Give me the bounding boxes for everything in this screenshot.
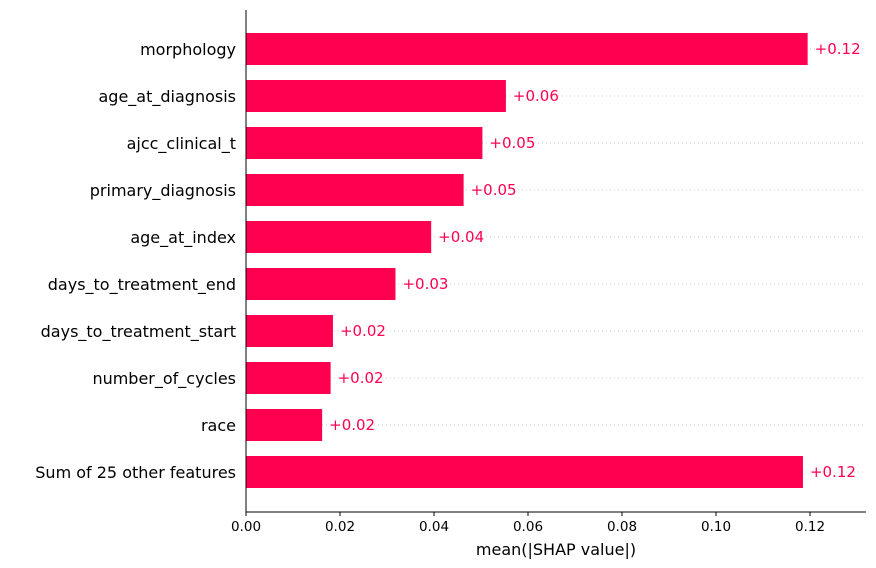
- value-label: +0.05: [471, 181, 517, 199]
- bar: [246, 315, 333, 347]
- x-tick-label: 0.02: [325, 519, 355, 535]
- value-label: +0.02: [338, 369, 384, 387]
- value-label: +0.02: [329, 416, 375, 434]
- value-label: +0.06: [513, 87, 559, 105]
- bar: [246, 80, 506, 112]
- bar: [246, 174, 464, 206]
- category-label: ajcc_clinical_t: [127, 134, 236, 154]
- x-ticks: 0.00 0.02 0.04 0.06 0.08 0.10 0.12: [231, 512, 825, 535]
- bar: [246, 33, 808, 65]
- bar: [246, 127, 483, 159]
- value-label: +0.04: [438, 228, 484, 246]
- value-labels: +0.12 +0.06 +0.05 +0.05 +0.04 +0.03 +0.02 +0.02…: [329, 40, 860, 481]
- bar: [246, 221, 432, 253]
- x-tick-label: 0.04: [419, 519, 449, 535]
- x-tick-label: 0.00: [231, 519, 261, 535]
- category-label: race: [201, 416, 236, 435]
- bar: [246, 362, 331, 394]
- category-label: Sum of 25 other features: [35, 463, 236, 482]
- bar: [246, 456, 803, 488]
- x-tick-label: 0.12: [795, 519, 825, 535]
- value-label: +0.12: [815, 40, 861, 58]
- row-guide-lines: [246, 48, 866, 473]
- category-label: number_of_cycles: [92, 369, 236, 389]
- value-label: +0.12: [810, 463, 856, 481]
- x-tick-label: 0.06: [513, 519, 543, 535]
- category-labels: morphology age_at_diagnosis ajcc_clinical_…: [35, 40, 236, 482]
- category-label: days_to_treatment_start: [41, 322, 236, 342]
- category-label: primary_diagnosis: [90, 181, 236, 201]
- category-label: age_at_index: [130, 228, 236, 248]
- x-tick-label: 0.10: [701, 519, 731, 535]
- bar: [246, 409, 323, 441]
- x-axis-title: mean(|SHAP value|): [476, 540, 636, 559]
- bar: [246, 268, 396, 300]
- value-label: +0.05: [489, 134, 535, 152]
- x-tick-label: 0.08: [607, 519, 637, 535]
- category-label: morphology: [140, 40, 236, 59]
- bars-group: [246, 33, 808, 488]
- category-label: age_at_diagnosis: [99, 87, 237, 107]
- value-label: +0.03: [402, 275, 448, 293]
- category-label: days_to_treatment_end: [48, 275, 236, 295]
- value-label: +0.02: [340, 322, 386, 340]
